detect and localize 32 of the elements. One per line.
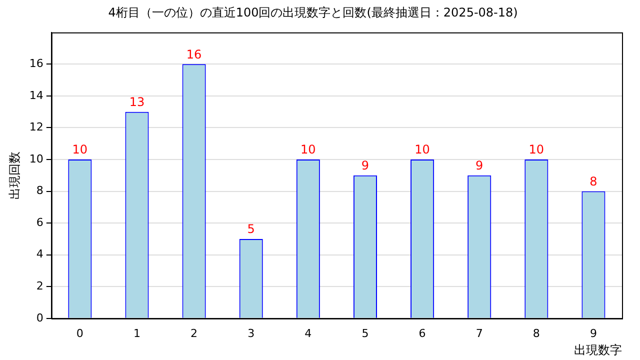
x-tick-label: 6 bbox=[418, 326, 426, 340]
data-label: 16 bbox=[186, 47, 202, 62]
y-tick-label: 0 bbox=[36, 311, 44, 324]
x-tick-label: 0 bbox=[76, 326, 84, 340]
x-tick-label: 9 bbox=[590, 326, 597, 340]
data-label: 8 bbox=[590, 174, 598, 188]
x-tick-label: 7 bbox=[476, 326, 483, 340]
data-label: 10 bbox=[300, 142, 316, 157]
y-tick-label: 6 bbox=[36, 216, 44, 229]
x-tick-label: 1 bbox=[133, 326, 140, 340]
y-tick-label: 14 bbox=[29, 88, 44, 102]
y-tick-label: 4 bbox=[36, 248, 44, 261]
x-tick-label: 2 bbox=[190, 326, 198, 340]
y-tick-label: 16 bbox=[29, 57, 44, 70]
data-label: 13 bbox=[129, 94, 145, 109]
data-label: 10 bbox=[414, 142, 430, 157]
y-tick-label: 2 bbox=[36, 279, 44, 292]
y-tick-label: 10 bbox=[29, 152, 44, 166]
chart-title: 4桁目（一の位）の直近100回の出現数字と回数(最終抽選日：2025-08-18) bbox=[108, 5, 518, 20]
data-label: 9 bbox=[476, 158, 484, 173]
x-tick-label: 8 bbox=[532, 326, 540, 340]
data-label: 10 bbox=[72, 142, 88, 157]
x-tick-label: 5 bbox=[362, 326, 369, 340]
x-tick-label: 3 bbox=[248, 326, 255, 340]
y-axis-title: 出現回数 bbox=[7, 151, 22, 200]
data-label: 10 bbox=[528, 142, 544, 157]
data-label: 9 bbox=[361, 158, 370, 173]
y-tick-label: 8 bbox=[36, 184, 44, 198]
data-label: 5 bbox=[247, 222, 255, 236]
x-tick-label: 4 bbox=[304, 326, 312, 340]
x-axis-title: 出現数字 bbox=[574, 342, 622, 357]
y-tick-label: 12 bbox=[29, 120, 44, 134]
